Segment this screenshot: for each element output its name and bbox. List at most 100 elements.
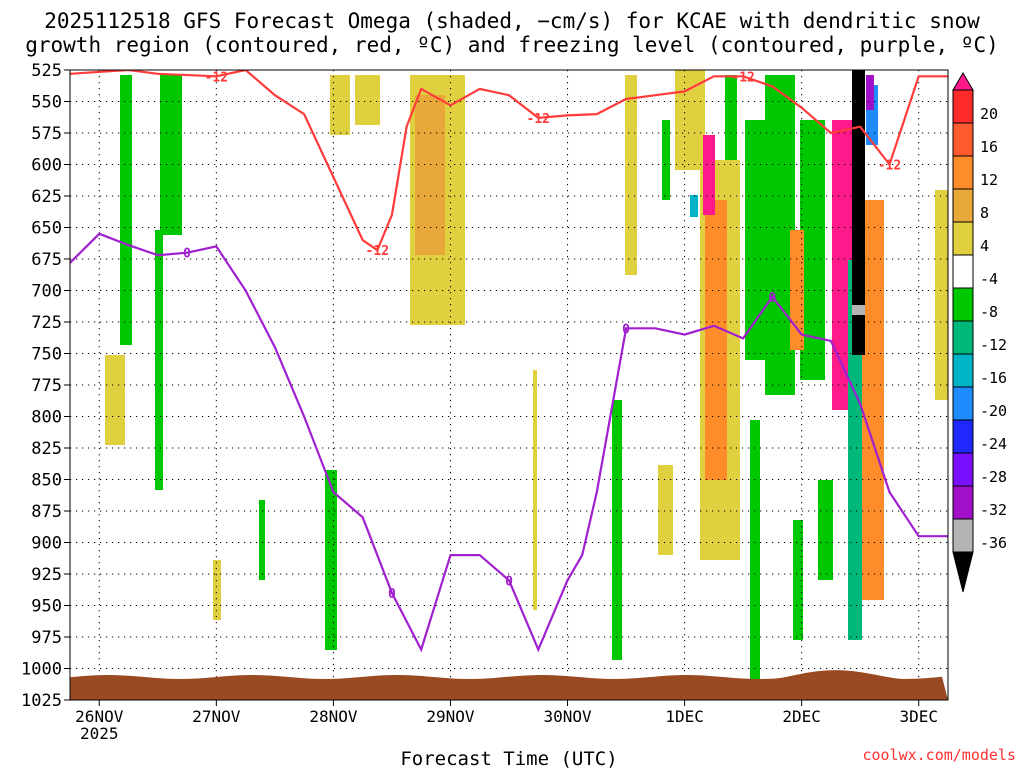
colorbar-label: -24 (980, 435, 1007, 453)
colorbar-bottom-arrow (952, 551, 974, 593)
omega-cell (662, 120, 670, 200)
colorbar-label: -28 (980, 468, 1007, 486)
contour-label: 0 (622, 322, 630, 337)
omega-cell (355, 75, 380, 125)
colorbar-swatch (952, 452, 974, 487)
x-tick-label: 2DEC (782, 707, 821, 726)
chart-title-line-1: 2025112518 GFS Forecast Omega (shaded, −… (44, 9, 980, 33)
colorbar-swatch (952, 485, 974, 520)
colorbar-swatch (952, 419, 974, 454)
colorbar-top-arrow (952, 72, 974, 91)
omega-cell (832, 120, 852, 410)
y-tick-label: 925 (31, 565, 62, 585)
colorbar-label: -12 (980, 336, 1007, 354)
colorbar-swatch (952, 320, 974, 355)
colorbar-swatch (952, 89, 974, 124)
contour-label: -12 (366, 244, 389, 259)
contour-label: -12 (527, 112, 550, 127)
omega-cell (155, 230, 163, 490)
y-tick-label: 725 (31, 313, 62, 333)
colorbar-label: 12 (980, 171, 998, 189)
colorbar-label: -32 (980, 501, 1007, 519)
colorbar-label: 8 (980, 204, 989, 222)
colorbar-label: 4 (980, 237, 989, 255)
grid (70, 70, 948, 700)
chart-title-line-2: growth region (contoured, red, ºC) and f… (25, 33, 999, 57)
omega-cell (818, 480, 833, 580)
colorbar-swatch (952, 122, 974, 157)
colorbar-label: -4 (980, 270, 998, 288)
colorbar-swatch (952, 518, 974, 553)
omega-cell (330, 75, 350, 135)
contour-label: -12 (731, 70, 754, 85)
y-tick-label: 625 (31, 187, 62, 207)
y-tick-label: 750 (31, 345, 62, 365)
contour-label: -12 (205, 70, 228, 85)
omega-cell (325, 470, 337, 650)
x-axis-title: Forecast Time (UTC) (400, 748, 617, 768)
omega-cell (852, 305, 865, 315)
omega-cell (658, 465, 673, 555)
colorbar: 20 16 12 8 4 -4 -8 -12 -16 -20 -24 -28 -32 -36 (952, 72, 1007, 593)
contour-labels: -12 -12 -12 -12 -12 0 0 0 0 0 (183, 70, 901, 602)
colorbar-swatch (952, 155, 974, 190)
y-tick-label: 600 (31, 156, 62, 176)
omega-cell (533, 370, 537, 610)
y-tick-label: 825 (31, 439, 62, 459)
omega-cell (705, 200, 727, 480)
terrain-surface (70, 670, 948, 700)
x-tick-label: 30NOV (543, 707, 592, 726)
omega-cell (866, 75, 874, 110)
colorbar-swatch (952, 221, 974, 256)
strong-upward-shading (690, 70, 878, 640)
contour-label: -12 (878, 159, 901, 174)
freezing-level-contour-line (70, 232, 948, 653)
colorbar-label: -16 (980, 369, 1007, 387)
y-tick-label: 800 (31, 408, 62, 428)
omega-cell (862, 200, 884, 600)
omega-cell (160, 75, 182, 235)
contours (70, 70, 948, 653)
omega-cell (259, 500, 265, 580)
omega-cell (690, 195, 698, 217)
omega-cell (105, 355, 125, 445)
y-tick-label: 775 (31, 376, 62, 396)
contour-label: 0 (505, 574, 513, 589)
y-tick-label: 975 (31, 628, 62, 648)
y-tick-label: 850 (31, 471, 62, 491)
omega-cell (675, 70, 705, 170)
colorbar-label: -8 (980, 303, 998, 321)
y-tick-label: 875 (31, 502, 62, 522)
x-tick-label: 28NOV (309, 707, 358, 726)
colorbar-label: -20 (980, 402, 1007, 420)
omega-cell (612, 400, 622, 660)
contour-label: 0 (768, 291, 776, 306)
omega-shading (105, 70, 948, 680)
colorbar-swatch (952, 386, 974, 421)
x-tick-label: 27NOV (192, 707, 241, 726)
omega-cell (703, 135, 715, 215)
omega-cell (415, 95, 445, 255)
colorbar-swatch (952, 254, 974, 289)
omega-cell (935, 190, 948, 400)
x-tick-label: 1DEC (665, 707, 704, 726)
omega-cell (213, 560, 221, 620)
y-tick-label: 1025 (21, 691, 62, 711)
y-tick-label: 900 (31, 534, 62, 554)
omega-cell (625, 75, 637, 275)
x-tick-label: 26NOV (75, 707, 124, 726)
y-tick-label: 550 (31, 93, 62, 113)
x-tick-label: 3DEC (899, 707, 938, 726)
colorbar-swatch (952, 353, 974, 388)
y-tick-label: 650 (31, 219, 62, 239)
colorbar-swatch (952, 287, 974, 322)
colorbar-label: 16 (980, 138, 998, 156)
omega-cell (852, 70, 865, 355)
x-tick-sublabel: 2025 (80, 724, 119, 743)
omega-cell (750, 420, 760, 680)
y-tick-label: 675 (31, 250, 62, 270)
credit-text: coolwx.com/models (862, 746, 1016, 764)
omega-cell (793, 520, 803, 640)
